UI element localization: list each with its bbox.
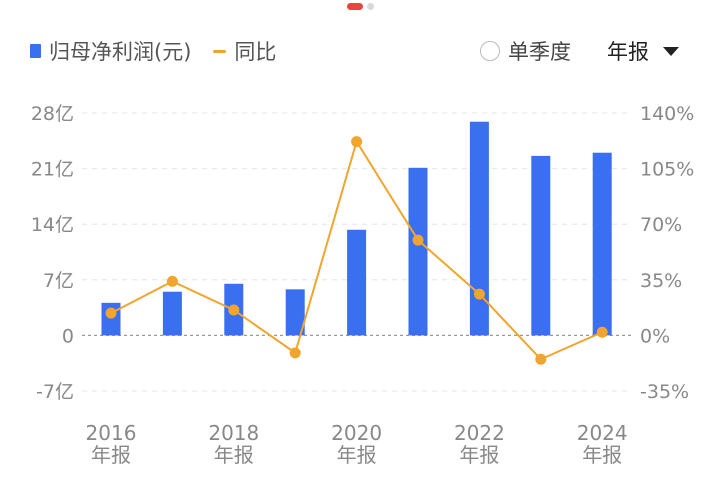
radio-icon[interactable] — [480, 41, 500, 61]
bar-net-profit — [162, 291, 182, 336]
y-right-tick-label: 70% — [640, 214, 682, 236]
legend-item-net-profit[interactable]: 归母净利润(元) — [30, 36, 191, 66]
x-tick-year: 2024 — [577, 421, 628, 445]
single-quarter-toggle[interactable]: 单季度 — [480, 36, 571, 66]
y-right-tick-label: 0% — [640, 325, 670, 347]
yoy-point — [351, 136, 363, 148]
bar-net-profit — [469, 121, 489, 336]
x-tick-year: 2020 — [331, 421, 382, 445]
page-dot-active[interactable] — [346, 3, 363, 10]
yoy-point — [535, 353, 547, 365]
x-tick-year: 2022 — [454, 421, 505, 445]
y-right-tick-label: -35% — [640, 381, 689, 403]
caret-down-icon — [663, 46, 679, 56]
x-tick-year: 2018 — [208, 421, 259, 445]
legend-label-yoy: 同比 — [234, 40, 277, 64]
y-left-tick-label: 28亿 — [31, 103, 74, 125]
x-tick-period: 年报 — [582, 443, 622, 467]
yoy-point — [473, 288, 485, 300]
page-dot[interactable] — [366, 3, 374, 10]
page-indicator[interactable] — [0, 3, 720, 10]
x-tick-period: 年报 — [459, 443, 499, 467]
period-label: 年报 — [607, 40, 649, 64]
yoy-point — [228, 304, 240, 316]
bar-net-profit — [347, 229, 367, 336]
y-left-tick-label: -7亿 — [36, 381, 74, 403]
y-left-tick-label: 7亿 — [43, 270, 74, 292]
chart-legend: 归母净利润(元) 同比 — [30, 36, 298, 66]
bar-swatch-icon — [30, 44, 41, 58]
yoy-point — [412, 234, 424, 246]
y-right-tick-label: 140% — [640, 103, 694, 125]
x-tick-year: 2016 — [86, 421, 137, 445]
x-tick-period: 年报 — [337, 443, 377, 467]
yoy-point — [596, 326, 608, 338]
legend-item-yoy[interactable]: 同比 — [213, 36, 276, 66]
x-tick-period: 年报 — [214, 443, 254, 467]
single-quarter-label: 单季度 — [508, 40, 571, 64]
y-right-tick-label: 105% — [640, 159, 694, 181]
yoy-point — [289, 347, 301, 359]
bar-net-profit — [592, 152, 612, 336]
bar-net-profit — [531, 155, 551, 336]
y-left-tick-label: 14亿 — [31, 214, 74, 236]
period-dropdown[interactable]: 年报 — [607, 36, 679, 66]
yoy-point — [105, 307, 117, 319]
y-left-tick-label: 0 — [62, 325, 74, 347]
bar-net-profit — [408, 167, 428, 336]
y-left-tick-label: 21亿 — [31, 159, 74, 181]
bar-net-profit — [285, 289, 305, 336]
line-swatch-icon — [213, 49, 227, 53]
y-right-tick-label: 35% — [640, 270, 682, 292]
yoy-point — [166, 275, 178, 287]
x-tick-period: 年报 — [91, 443, 131, 467]
legend-label-net-profit: 归母净利润(元) — [49, 40, 192, 64]
